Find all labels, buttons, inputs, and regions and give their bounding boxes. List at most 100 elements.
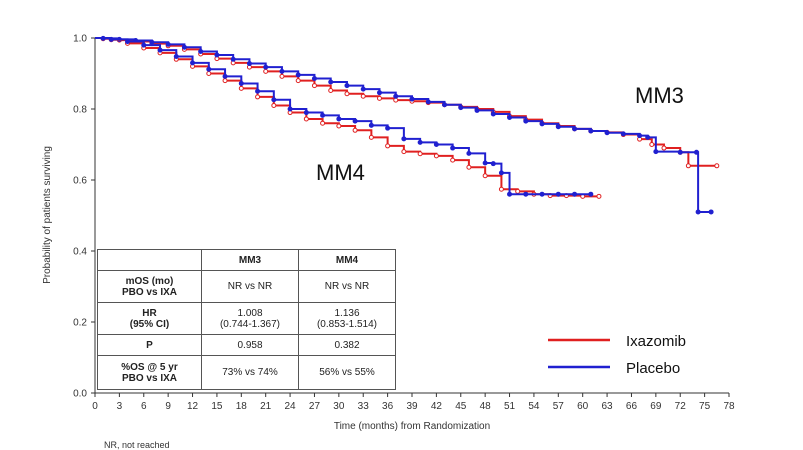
x-tick-label: 30 [333, 401, 345, 412]
censor-mark-mm3-placebo [344, 83, 350, 89]
censor-mark-mm4-placebo [255, 88, 261, 94]
cell-mm4-line1: 1.136 [334, 307, 360, 319]
row-label-line2: PBO vs IXA [121, 372, 178, 384]
censor-mark-mm3-placebo [198, 48, 204, 54]
censor-mark-mm3-placebo [328, 79, 334, 85]
legend-label-ixazomib: Ixazomib [626, 333, 686, 350]
censor-mark-mm4-placebo [190, 60, 196, 66]
censor-mark-mm4-placebo [125, 39, 131, 45]
censor-mark-mm3-placebo [523, 118, 529, 124]
censor-mark-mm4-placebo [320, 112, 326, 118]
x-tick-label: 24 [285, 401, 297, 412]
series-line-mm3-placebo [95, 37, 712, 213]
x-ticks: 0 3 6 9 12 15 18 21 24 27 30 33 36 39 42 45 48 51 54 57 60 63… [92, 393, 735, 412]
cell-mm4-line1: NR vs NR [324, 281, 370, 292]
x-tick-label: 6 [141, 401, 147, 412]
censor-mark-mm3-placebo [311, 75, 317, 81]
censor-mark-mm3-placebo [165, 41, 171, 47]
censor-mark-mm3-placebo [653, 149, 659, 155]
censor-mark-mm3-placebo [708, 209, 714, 215]
row-label-line1: HR [142, 307, 157, 319]
statistics-table: MM3 MM4 mOS (mo) PBO vs IXA NR vs NR NR v… [97, 249, 396, 390]
censor-mark-mm4-placebo [287, 106, 293, 112]
x-tick-label: 66 [626, 401, 638, 412]
table-row: mOS (mo) PBO vs IXA NR vs NR NR vs NR [97, 270, 396, 303]
censor-mark-mm4-placebo [303, 110, 309, 116]
censor-mark-mm4-placebo [385, 125, 391, 131]
table-row: P 0.958 0.382 [97, 334, 396, 356]
censor-mark-mm4-placebo [271, 97, 277, 103]
censor-mark-mm3-ixazomib [360, 93, 366, 99]
x-tick-label: 45 [455, 401, 467, 412]
censor-mark-mm4-ixazomib [433, 153, 439, 159]
row-label-line1: mOS (mo) [125, 275, 174, 287]
censor-mark-mm4-ixazomib [385, 143, 391, 149]
x-tick-label: 42 [431, 401, 443, 412]
censor-mark-mm4-placebo [523, 191, 529, 197]
censor-mark-mm3-ixazomib [661, 145, 667, 151]
censor-mark-mm3-ixazomib [279, 73, 285, 79]
table-row: HR (95% CI) 1.008 (0.744-1.367) 1.136 (0.85… [97, 302, 396, 335]
y-ticks: 0.0 0.2 0.4 0.6 0.8 1.0 [73, 34, 95, 400]
censor-mark-mm4-ixazomib [596, 193, 602, 199]
censor-mark-mm3-ixazomib [393, 97, 399, 103]
censor-mark-mm4-ixazomib [303, 116, 309, 122]
censor-mark-mm3-placebo [214, 52, 220, 58]
y-tick-label: 0.8 [73, 105, 87, 116]
censor-mark-mm3-placebo [555, 124, 561, 130]
x-tick-label: 69 [650, 401, 662, 412]
table-header-empty [97, 249, 202, 271]
censor-mark-mm3-placebo [695, 209, 701, 215]
censor-mark-mm4-ixazomib [450, 157, 456, 163]
censor-mark-mm4-placebo [482, 160, 488, 166]
censor-mark-mm4-placebo [222, 73, 228, 79]
x-tick-label: 21 [260, 401, 272, 412]
censor-mark-mm3-placebo [181, 44, 187, 50]
row-label: HR (95% CI) [97, 302, 202, 335]
row-label-line1: P [146, 339, 153, 351]
cell-mm4-line1: 0.382 [334, 339, 360, 351]
cell-mm3: 0.958 [201, 334, 299, 356]
censor-mark-mm3-ixazomib [311, 83, 317, 89]
censor-mark-mm4-placebo [433, 142, 439, 147]
censor-mark-mm4-placebo [206, 66, 212, 72]
censor-mark-mm3-placebo [572, 126, 578, 132]
censor-mark-mm3-placebo [604, 130, 610, 136]
censor-mark-mm3-placebo [637, 133, 643, 139]
censor-mark-mm4-ixazomib [336, 123, 342, 129]
censor-mark-mm3-ixazomib [295, 78, 301, 84]
y-tick-label: 1.0 [73, 34, 87, 45]
cell-mm3: 1.008 (0.744-1.367) [201, 302, 299, 335]
x-axis-title: Time (months) from Randomization [334, 421, 490, 432]
footnote: NR, not reached [104, 440, 170, 450]
cell-mm3: NR vs NR [201, 270, 299, 303]
censor-mark-mm4-placebo [507, 191, 513, 197]
censor-mark-mm3-ixazomib [714, 163, 720, 169]
cell-mm4: 56% vs 55% [298, 355, 396, 390]
censor-mark-mm3-placebo [246, 61, 252, 67]
y-tick-label: 0.2 [73, 318, 87, 329]
censor-mark-mm4-ixazomib [255, 94, 261, 100]
censor-mark-mm3-placebo [263, 64, 269, 70]
x-tick-label: 39 [406, 401, 418, 412]
censor-mark-mm4-placebo [555, 191, 561, 197]
y-tick-label: 0.6 [73, 176, 87, 187]
x-tick-label: 57 [553, 401, 565, 412]
censor-mark-mm4-ixazomib [320, 120, 326, 126]
censor-mark-mm4-ixazomib [515, 188, 521, 194]
table-header-mm3: MM3 [201, 249, 299, 271]
censor-mark-mm3-placebo [490, 111, 496, 117]
censor-mark-mm4-placebo [539, 191, 545, 197]
row-label: P [97, 334, 202, 356]
censor-mark-mm4-placebo [490, 161, 496, 167]
censor-mark-mm3-placebo [149, 39, 155, 45]
x-tick-label: 48 [480, 401, 492, 412]
annotation-mm4: MM4 [316, 160, 365, 185]
x-tick-label: 63 [602, 401, 614, 412]
censor-mark-mm4-placebo [238, 80, 244, 86]
censor-mark-mm3-placebo [588, 128, 594, 134]
censor-mark-mm4-placebo [450, 145, 456, 151]
row-label-line2: PBO vs IXA [121, 286, 178, 298]
cell-mm3-line1: 1.008 [237, 307, 263, 319]
